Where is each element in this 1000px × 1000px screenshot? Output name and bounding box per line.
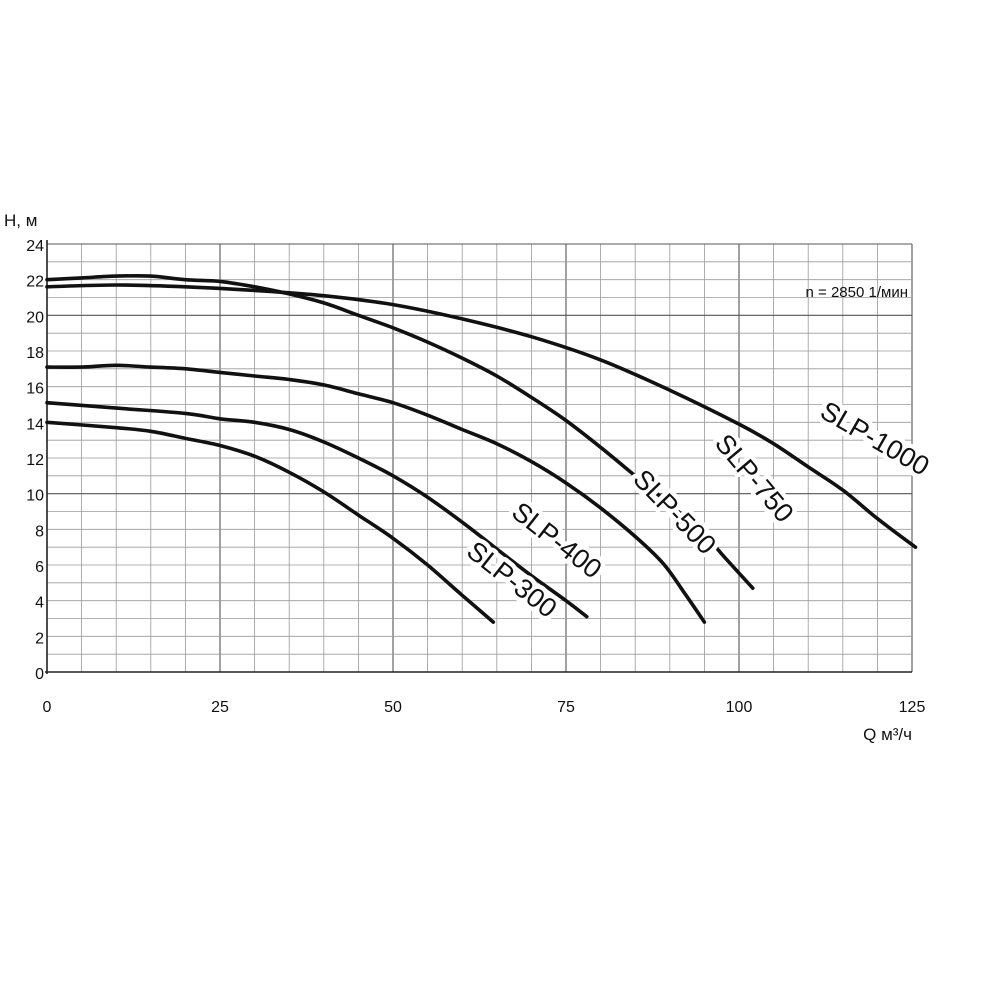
series-line-slp-500 — [45, 363, 707, 624]
series-lines — [45, 273, 918, 624]
axes — [45, 240, 912, 674]
y-axis-title: H, м — [4, 211, 37, 230]
y-tick-label: 24 — [26, 238, 44, 255]
curve-label-slp-500: SLP-500 — [627, 464, 722, 560]
y-tick-label: 14 — [26, 416, 44, 433]
x-tick-labels: 0 25 50 75 100 125 — [43, 699, 926, 716]
x-tick-label: 75 — [557, 699, 575, 716]
y-tick-label: 12 — [26, 452, 44, 469]
x-tick-label: 125 — [899, 699, 926, 716]
y-tick-label: 8 — [35, 523, 44, 540]
x-axis-title: Q м³/ч — [863, 725, 912, 744]
y-tick-label: 10 — [26, 488, 44, 505]
y-tick-label: 18 — [26, 345, 44, 362]
speed-annotation: n = 2850 1/мин — [806, 284, 908, 301]
y-tick-label: 6 — [35, 559, 44, 576]
curve-label-slp-1000: SLP-1000 — [815, 396, 934, 482]
x-tick-label: 100 — [726, 699, 753, 716]
grid — [47, 243, 913, 672]
series-line-slp-750 — [45, 273, 755, 590]
series-line-slp-400 — [45, 400, 589, 619]
y-tick-label: 22 — [26, 274, 44, 291]
x-tick-label: 25 — [211, 699, 229, 716]
curve-label-slp-750: SLP-750 — [709, 428, 800, 528]
y-tick-label: 4 — [35, 595, 44, 612]
series-line-slp-1000 — [45, 283, 918, 549]
x-tick-label: 0 — [43, 699, 52, 716]
y-tick-label: 20 — [26, 309, 44, 326]
y-tick-label: 0 — [35, 666, 44, 683]
series-line-slp-300 — [45, 420, 496, 624]
x-tick-label: 50 — [384, 699, 402, 716]
y-tick-label: 2 — [35, 630, 44, 647]
y-tick-label: 16 — [26, 381, 44, 398]
